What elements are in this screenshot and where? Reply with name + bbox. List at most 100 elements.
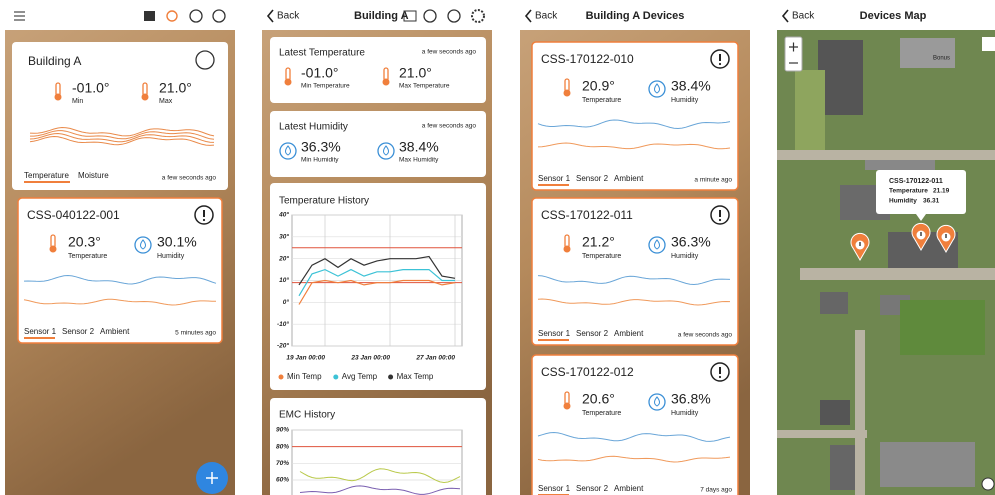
sensor-tab[interactable]: Sensor 1: [538, 484, 571, 493]
fullscreen-button[interactable]: [982, 37, 995, 51]
temperature-label: Temperature: [582, 97, 621, 104]
x-tick-label: 27 Jan 00:00: [415, 355, 455, 362]
alert-icon: [719, 63, 721, 65]
popup-value: 21.19: [933, 188, 950, 195]
thermometer-icon: [383, 79, 390, 86]
max-label: Max: [159, 98, 173, 105]
back-button[interactable]: Back: [277, 11, 300, 22]
screen-title: Building A: [354, 10, 409, 22]
map-building: [900, 38, 955, 68]
sensor-tab[interactable]: Ambient: [614, 484, 644, 493]
map-building: [820, 400, 850, 425]
building-title: Building A: [28, 54, 81, 68]
min-label: Min Humidity: [301, 157, 339, 164]
y-tick-label: -20°: [277, 342, 289, 350]
map-field: [795, 70, 825, 150]
temperature-label: Temperature: [582, 410, 621, 417]
humidity-label: Humidity: [671, 97, 699, 104]
sensor-tab[interactable]: Sensor 1: [24, 327, 57, 336]
sensor-tab[interactable]: Ambient: [614, 174, 644, 183]
popup-label: Temperature: [889, 188, 928, 195]
temperature-value: 20.3°: [68, 234, 101, 250]
updated-time: a few seconds ago: [678, 332, 733, 339]
temperature-value: 20.9°: [582, 78, 615, 94]
humidity-label: Humidity: [671, 410, 699, 417]
card-title: Latest Humidity: [279, 122, 348, 133]
page: Back Building A Back Building A Devices Back…: [0, 0, 995, 495]
humidity-label: Humidity: [157, 253, 185, 260]
popup-label: Humidity: [889, 198, 917, 205]
tab[interactable]: Temperature: [24, 171, 69, 180]
locate-button[interactable]: [982, 478, 994, 490]
x-tick-label: 19 Jan 00:00: [286, 355, 325, 362]
updated-time: 7 days ago: [700, 487, 732, 494]
screen-title: Building A Devices: [586, 10, 685, 22]
min-label: Min: [72, 98, 83, 105]
alert-icon: [719, 376, 721, 378]
thermometer-icon: [285, 79, 292, 86]
thermometer-icon: [55, 94, 62, 101]
map-road: [777, 430, 867, 438]
chart-title: EMC History: [279, 410, 335, 421]
temperature-value: 20.6°: [582, 391, 615, 407]
updated-time: a few seconds ago: [422, 49, 477, 56]
chart-title: Temperature History: [279, 196, 369, 207]
top-bar: [5, 0, 235, 30]
y-tick-label: 60%: [276, 477, 289, 484]
screen-title: Devices Map: [860, 10, 927, 22]
x-tick-label: 23 Jan 00:00: [350, 355, 390, 362]
sensor-tab[interactable]: Sensor 2: [576, 329, 609, 338]
humidity-value: 36.3%: [671, 234, 711, 250]
device-id: CSS-040122-001: [27, 208, 120, 222]
updated-time: a minute ago: [694, 177, 732, 184]
y-tick-label: 70%: [276, 460, 289, 467]
zoom-control[interactable]: [785, 37, 802, 71]
thermometer-icon: [50, 246, 57, 253]
thermometer-icon: [564, 403, 571, 410]
sensor-tab[interactable]: Sensor 1: [538, 329, 571, 338]
humidity-value: 36.8%: [671, 391, 711, 407]
card-title: Latest Temperature: [279, 48, 365, 59]
sensor-tab[interactable]: Sensor 1: [538, 174, 571, 183]
legend-label: Min Temp: [287, 372, 322, 381]
sensor-tab[interactable]: Ambient: [100, 327, 130, 336]
temperature-value: 21.2°: [582, 234, 615, 250]
back-button[interactable]: Back: [535, 11, 558, 22]
legend-marker: [388, 375, 393, 380]
y-tick-label: 90%: [276, 427, 289, 434]
updated-time: a few seconds ago: [422, 123, 477, 130]
sensor-tab[interactable]: Ambient: [614, 329, 644, 338]
alert-icon: [719, 219, 721, 221]
back-button[interactable]: Back: [792, 11, 815, 22]
sensor-tab[interactable]: Sensor 2: [62, 327, 95, 336]
sensor-tab[interactable]: Sensor 2: [576, 484, 609, 493]
sensor-tab[interactable]: Sensor 2: [576, 174, 609, 183]
map-road: [800, 268, 995, 280]
map-road: [777, 150, 995, 160]
max-value: 21.0°: [399, 65, 432, 81]
updated-time: 5 minutes ago: [175, 330, 216, 337]
thermometer-icon: [564, 246, 571, 253]
min-value: -01.0°: [72, 80, 110, 96]
min-value: 36.3%: [301, 139, 341, 155]
temperature-label: Temperature: [582, 253, 621, 260]
y-tick-label: 40°: [278, 211, 289, 219]
humidity-label: Humidity: [671, 253, 699, 260]
alert-icon: [203, 219, 205, 221]
y-tick-label: -10°: [277, 320, 289, 328]
min-label: Min Temperature: [301, 83, 350, 90]
map-icon[interactable]: [144, 11, 155, 21]
legend-marker: [279, 375, 284, 380]
y-tick-label: 20°: [278, 254, 289, 262]
legend-label: Avg Temp: [342, 372, 378, 381]
screenshot: Back Building A Back Building A Devices Back…: [0, 0, 995, 495]
device-id: CSS-170122-010: [541, 52, 634, 66]
y-tick-label: 10°: [279, 276, 289, 284]
thermometer-icon: [564, 90, 571, 97]
tab[interactable]: Moisture: [78, 171, 109, 180]
humidity-value: 30.1%: [157, 234, 197, 250]
map-label: Bonus: [933, 56, 950, 62]
map-building: [880, 442, 975, 487]
map-field: [900, 300, 985, 355]
legend-marker: [333, 375, 338, 380]
